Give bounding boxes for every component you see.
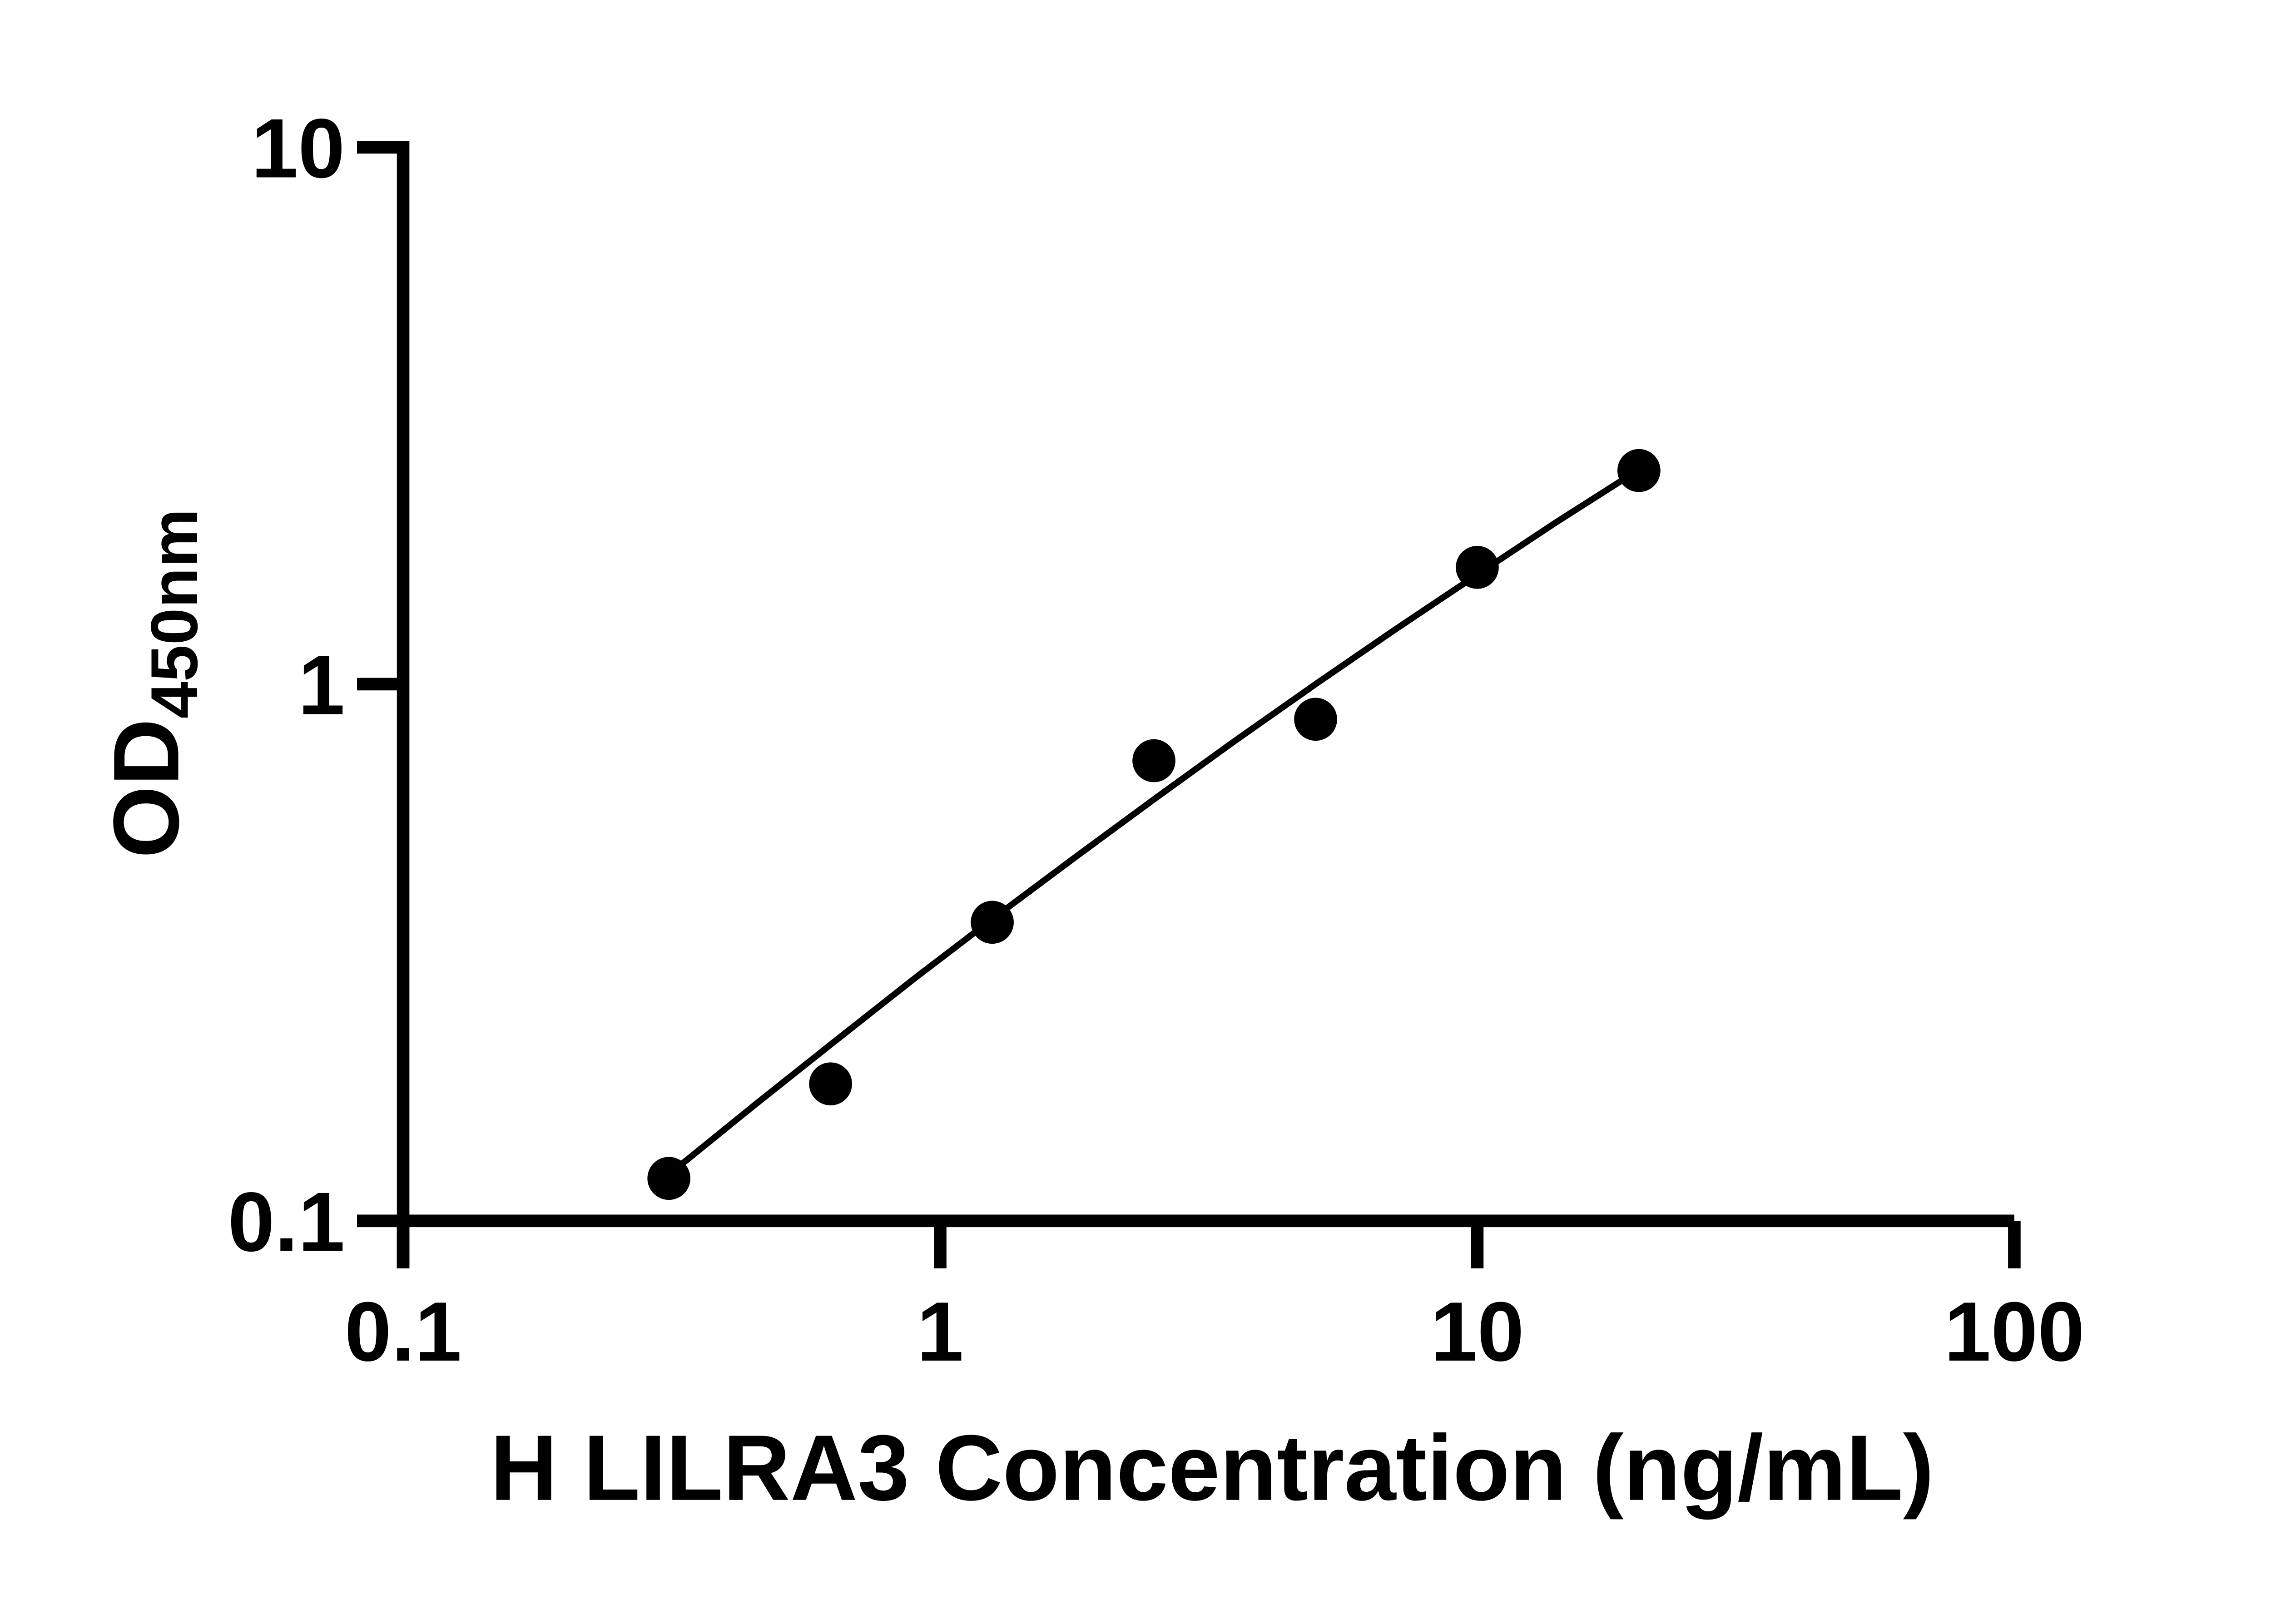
x-tick-label: 1 xyxy=(917,1285,963,1379)
x-tick-label: 0.1 xyxy=(345,1285,462,1379)
x-tick-label: 100 xyxy=(1944,1285,2084,1379)
y-axis-title-subscript: 450nm xyxy=(137,509,211,718)
data-point xyxy=(971,901,1014,944)
y-tick-label: 0.1 xyxy=(228,1175,345,1269)
data-point xyxy=(1456,545,1499,589)
x-tick-label: 10 xyxy=(1430,1285,1524,1379)
axes-spines xyxy=(397,141,2014,1268)
y-tick-label: 1 xyxy=(298,638,345,732)
axis-ticks xyxy=(357,141,2021,1268)
y-tick-label: 10 xyxy=(251,102,345,196)
data-point xyxy=(1294,698,1337,741)
y-axis-title-main: OD xyxy=(94,718,198,858)
x-axis-title: H LILRA3 Concentration (ng/mL) xyxy=(490,1416,1934,1520)
data-point xyxy=(1132,739,1175,782)
y-axis-title: OD450nm xyxy=(94,509,211,858)
data-point xyxy=(809,1062,853,1106)
data-point xyxy=(1617,449,1661,492)
data-point xyxy=(647,1157,691,1200)
